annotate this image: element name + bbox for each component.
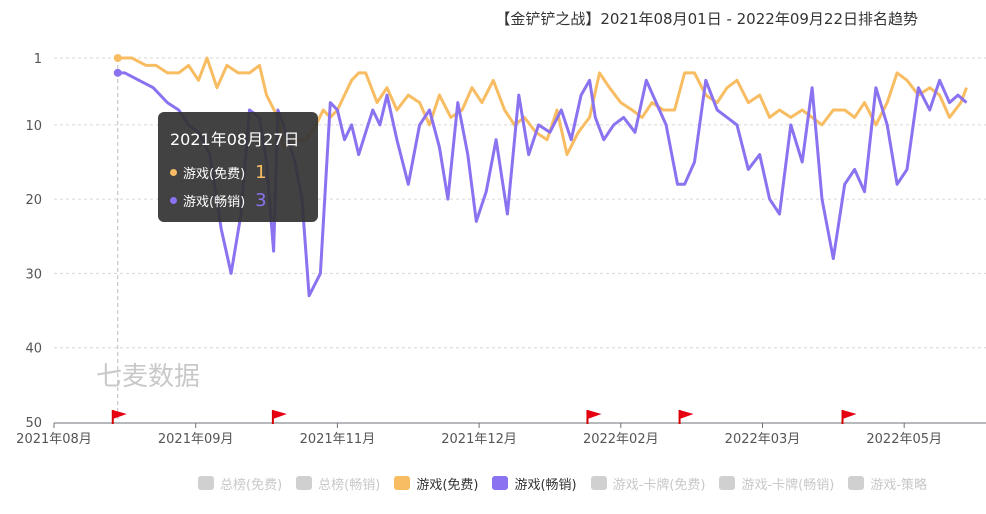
event-flag-icon[interactable] <box>678 410 694 424</box>
legend-swatch <box>590 476 607 490</box>
legend-item-5[interactable]: 游戏-卡牌(畅销) <box>719 472 834 494</box>
y-tick-label: 10 <box>25 119 42 134</box>
y-tick-label: 20 <box>25 193 42 208</box>
flag-banner <box>679 410 694 419</box>
legend: 总榜(免费) 总榜(畅销) 游戏(免费) 游戏(畅销) 游戏-卡牌(免费) 游戏-卡牌(畅… <box>198 472 986 494</box>
event-flag-icon[interactable] <box>111 410 127 424</box>
x-tick-label: 2022年03月 <box>725 432 801 447</box>
y-tick-label: 30 <box>25 267 42 282</box>
legend-label: 游戏(畅销) <box>514 477 577 493</box>
grid-lines <box>54 57 986 349</box>
legend-item-4[interactable]: 游戏-卡牌(免费) <box>590 472 706 494</box>
watermark: 七麦数据 <box>96 362 200 392</box>
legend-item-2[interactable]: 游戏(免费) <box>394 472 478 494</box>
x-tick-label: 2022年05月 <box>866 432 942 447</box>
tooltip-dot-paid <box>170 196 177 204</box>
legend-item-6[interactable]: 游戏-策略 <box>848 472 927 494</box>
hover-point-0 <box>113 54 122 62</box>
tooltip-label-free: 游戏(免费) <box>183 166 246 182</box>
x-tick-label: 2021年08月 <box>16 432 92 447</box>
flag-banner <box>112 410 127 419</box>
x-tick-label: 2021年11月 <box>300 432 376 447</box>
event-flag-icon[interactable] <box>271 410 287 424</box>
legend-item-3[interactable]: 游戏(畅销) <box>492 472 577 494</box>
legend-swatch <box>719 476 736 490</box>
series-line-0 <box>117 56 968 157</box>
tooltip-row-paid: 游戏(畅销) 3 <box>170 186 306 214</box>
x-tick-label: 2021年12月 <box>441 432 517 447</box>
legend-swatch <box>848 476 865 490</box>
event-flag-icon[interactable] <box>841 410 857 424</box>
legend-label: 游戏-策略 <box>870 477 928 493</box>
legend-swatch <box>198 476 214 490</box>
tooltip-value-paid: 3 <box>255 189 267 211</box>
tooltip-label-paid: 游戏(畅销) <box>183 194 246 210</box>
tooltip-date: 2021年08月27日 <box>170 130 300 149</box>
legend-label: 总榜(免费) <box>220 477 283 493</box>
legend-swatch <box>296 476 313 490</box>
legend-swatch <box>394 476 411 490</box>
hover-point-1 <box>113 68 122 77</box>
legend-label: 总榜(畅销) <box>318 477 381 493</box>
x-tick-label: 2021年09月 <box>158 432 234 447</box>
tooltip-value-free: 1 <box>255 161 267 183</box>
legend-label: 游戏(免费) <box>416 477 479 493</box>
legend-item-0[interactable]: 总榜(免费) <box>198 472 282 494</box>
flag-banner <box>587 410 602 419</box>
tooltip-dot-free <box>170 168 177 176</box>
legend-swatch <box>492 476 509 490</box>
x-axis: 2021年08月 2021年09月 2021年11月 2021年12月 2022年02月… <box>16 422 986 447</box>
y-tick-label: 1 <box>34 52 42 67</box>
flag-banner <box>842 410 857 419</box>
legend-label: 游戏-卡牌(免费) <box>612 477 706 493</box>
chart-title: 【金铲铲之战】2021年08月01日 - 2022年09月22日排名趋势 <box>495 10 918 28</box>
legend-item-1[interactable]: 总榜(畅销) <box>296 472 380 494</box>
x-tick-label: 2022年02月 <box>583 432 659 447</box>
flag-banner <box>272 410 287 419</box>
y-tick-label: 40 <box>25 342 42 357</box>
y-axis-ticks: 1 10 20 30 40 50 <box>25 52 42 431</box>
tooltip: 2021年08月27日 游戏(免费) 1 游戏(畅销) 3 <box>158 112 318 222</box>
tooltip-row-free: 游戏(免费) 1 <box>170 158 306 186</box>
event-flags[interactable] <box>111 410 857 424</box>
legend-label: 游戏-卡牌(畅销) <box>741 477 835 493</box>
y-tick-label: 50 <box>25 416 42 431</box>
event-flag-icon[interactable] <box>586 410 602 424</box>
